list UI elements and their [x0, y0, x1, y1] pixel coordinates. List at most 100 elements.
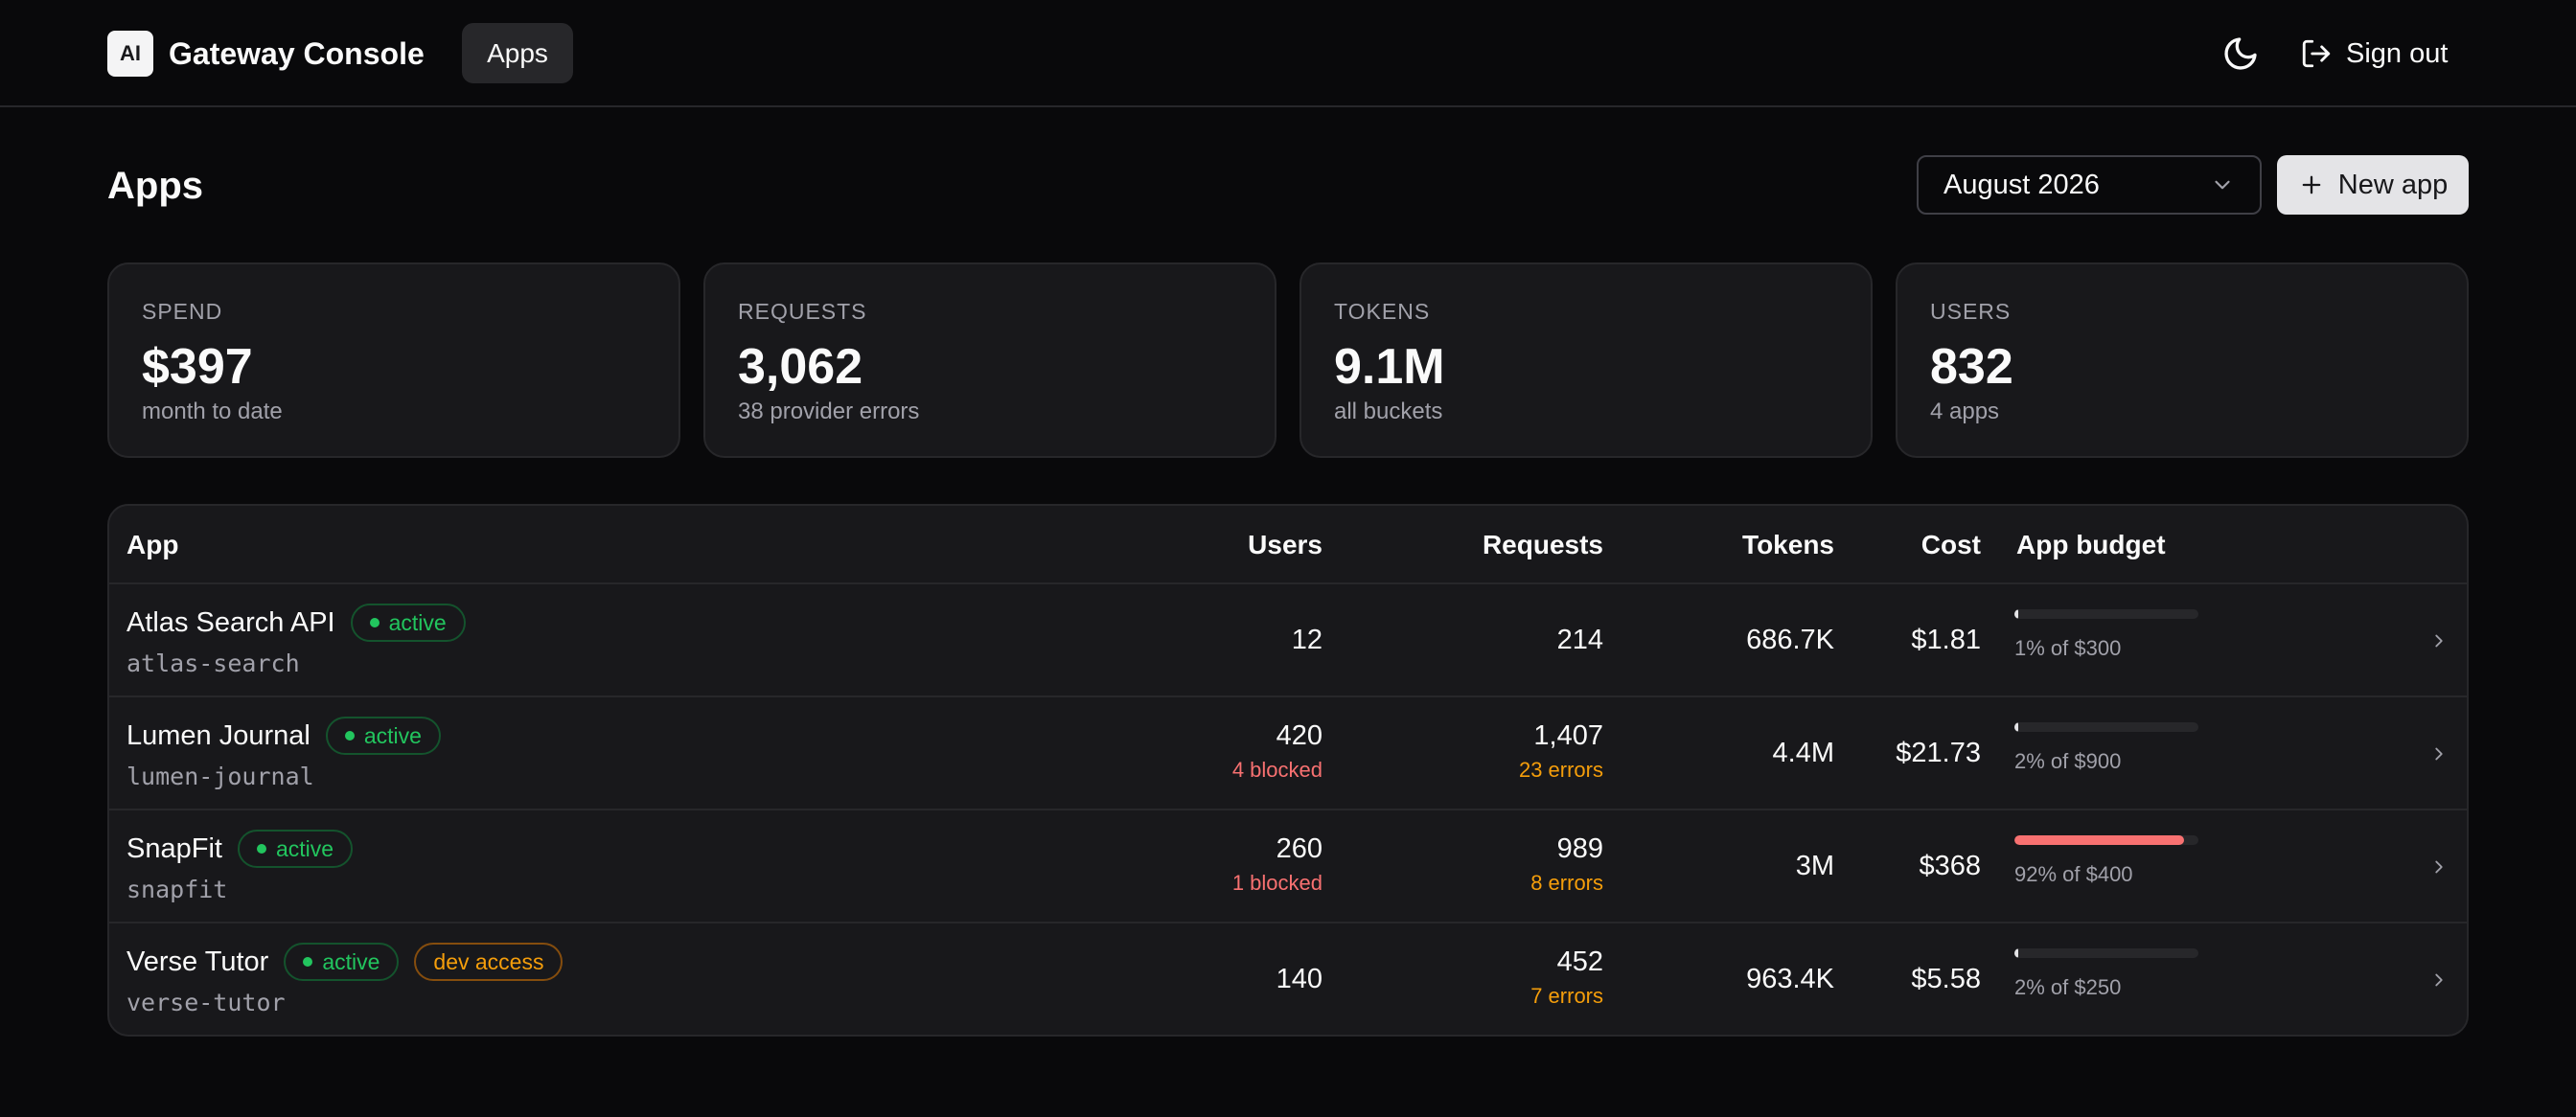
column-header-cost: Cost	[1920, 530, 1981, 559]
table-row[interactable]: Atlas Search API active atlas-search 12 …	[109, 584, 2467, 697]
app-slug: snapfit	[126, 876, 228, 903]
column-header-requests: Requests	[1482, 530, 1603, 559]
users-value: 12	[1291, 625, 1322, 655]
sign-out-label: Sign out	[2346, 37, 2449, 69]
budget-bar	[2014, 722, 2198, 732]
chevron-right-icon[interactable]	[2428, 630, 2450, 651]
table-row[interactable]: SnapFit active snapfit 260 1 blocked 989…	[109, 810, 2467, 923]
month-select-value: August 2026	[1944, 169, 2100, 200]
top-bar: AI Gateway Console Apps Sign out	[0, 0, 2576, 107]
app-slug: verse-tutor	[126, 989, 286, 1016]
status-badge-active: active	[284, 943, 400, 981]
tokens-value: 4.4M	[1772, 738, 1834, 768]
logo-icon: AI	[107, 31, 153, 77]
budget-label: 1% of $300	[2014, 636, 2122, 660]
chevron-right-icon[interactable]	[2428, 969, 2450, 991]
status-dot-icon	[369, 618, 380, 627]
requests-value: 214	[1556, 625, 1603, 655]
users-value: 260	[1276, 833, 1322, 864]
stat-card-tokens: TOKENS 9.1M all buckets	[1300, 262, 1873, 458]
app-name: Atlas Search API	[126, 607, 335, 638]
budget-label: 92% of $400	[2014, 862, 2133, 886]
budget-bar-fill	[2014, 835, 2184, 845]
budget-bar	[2014, 948, 2198, 958]
stat-label: SPEND	[142, 299, 223, 324]
status-badge-active: active	[237, 830, 354, 868]
requests-errors-note: 23 errors	[1518, 758, 1603, 782]
apps-table: App Users Requests Tokens Cost App budge…	[107, 504, 2469, 1037]
stat-card-users: USERS 832 4 apps	[1896, 262, 2469, 458]
stat-subtext: all buckets	[1334, 399, 1443, 424]
stat-value: 832	[1930, 339, 2013, 395]
app-name: Lumen Journal	[126, 720, 310, 751]
month-select[interactable]: August 2026	[1917, 155, 2262, 215]
page-title: Apps	[107, 165, 203, 207]
budget-bar-fill	[2014, 722, 2018, 732]
budget-label: 2% of $250	[2014, 975, 2122, 999]
table-row[interactable]: Verse Tutor active dev access verse-tuto…	[109, 923, 2467, 1035]
tokens-value: 686.7K	[1746, 625, 1834, 655]
stat-label: TOKENS	[1334, 299, 1431, 324]
stat-card-spend: SPEND $397 month to date	[107, 262, 680, 458]
tokens-value: 963.4K	[1746, 964, 1834, 994]
tokens-value: 3M	[1795, 851, 1834, 881]
app-slug: atlas-search	[126, 650, 300, 677]
budget-bar-fill	[2014, 609, 2018, 619]
app-name-cell: Lumen Journal active	[126, 717, 441, 755]
theme-toggle-button[interactable]	[2221, 34, 2260, 73]
stat-label: REQUESTS	[738, 299, 867, 324]
status-badge-active: active	[350, 604, 466, 642]
chevron-right-icon[interactable]	[2428, 856, 2450, 878]
app-slug: lumen-journal	[126, 763, 314, 790]
new-app-button[interactable]: New app	[2277, 155, 2469, 215]
requests-value: 1,407	[1533, 720, 1603, 751]
app-title: Gateway Console	[169, 36, 425, 71]
plus-icon	[2302, 175, 2321, 194]
status-dot-icon	[344, 731, 355, 741]
nav-item-apps[interactable]: Apps	[462, 23, 573, 83]
requests-value: 989	[1556, 833, 1603, 864]
stat-card-requests: REQUESTS 3,062 38 provider errors	[703, 262, 1276, 458]
app-name-cell: Verse Tutor active dev access	[126, 943, 564, 981]
budget-bar-fill	[2014, 948, 2018, 958]
users-value: 420	[1276, 720, 1322, 751]
chevron-right-icon[interactable]	[2428, 743, 2450, 764]
requests-errors-note: 8 errors	[1530, 871, 1603, 895]
stat-label: USERS	[1930, 299, 2012, 324]
table-row[interactable]: Lumen Journal active lumen-journal 420 4…	[109, 697, 2467, 810]
app-name-cell: SnapFit active	[126, 830, 354, 868]
log-out-icon	[2302, 39, 2331, 68]
new-app-label: New app	[2337, 169, 2449, 200]
app-name: SnapFit	[126, 833, 222, 864]
app-name: Verse Tutor	[126, 946, 269, 977]
moon-icon	[2224, 37, 2257, 70]
stat-value: 9.1M	[1334, 339, 1445, 395]
stat-subtext: month to date	[142, 399, 283, 424]
budget-bar	[2014, 835, 2198, 845]
sign-out-button[interactable]: Sign out	[2300, 33, 2448, 75]
cost-value: $1.81	[1911, 625, 1981, 655]
stat-subtext: 38 provider errors	[738, 399, 920, 424]
users-blocked-note: 1 blocked	[1231, 871, 1322, 895]
cost-value: $21.73	[1896, 738, 1981, 768]
column-header-tokens: Tokens	[1742, 530, 1834, 559]
column-header-users: Users	[1248, 530, 1322, 559]
column-header-app-budget: App budget	[2016, 530, 2166, 559]
status-badge-active: active	[325, 717, 441, 755]
app-name-cell: Atlas Search API active	[126, 604, 466, 642]
budget-bar	[2014, 609, 2198, 619]
users-value: 140	[1276, 964, 1322, 994]
budget-label: 2% of $900	[2014, 749, 2122, 773]
chevron-down-icon	[2215, 180, 2230, 190]
stat-value: $397	[142, 339, 253, 395]
requests-errors-note: 7 errors	[1530, 984, 1603, 1008]
table-header: App Users Requests Tokens Cost App budge…	[109, 506, 2467, 584]
cost-value: $5.58	[1911, 964, 1981, 994]
status-badge-dev-access: dev access	[414, 943, 564, 981]
requests-value: 452	[1556, 946, 1603, 977]
users-blocked-note: 4 blocked	[1231, 758, 1322, 782]
stat-value: 3,062	[738, 339, 863, 395]
stat-subtext: 4 apps	[1930, 399, 2000, 424]
status-dot-icon	[303, 957, 313, 967]
status-dot-icon	[256, 844, 266, 854]
